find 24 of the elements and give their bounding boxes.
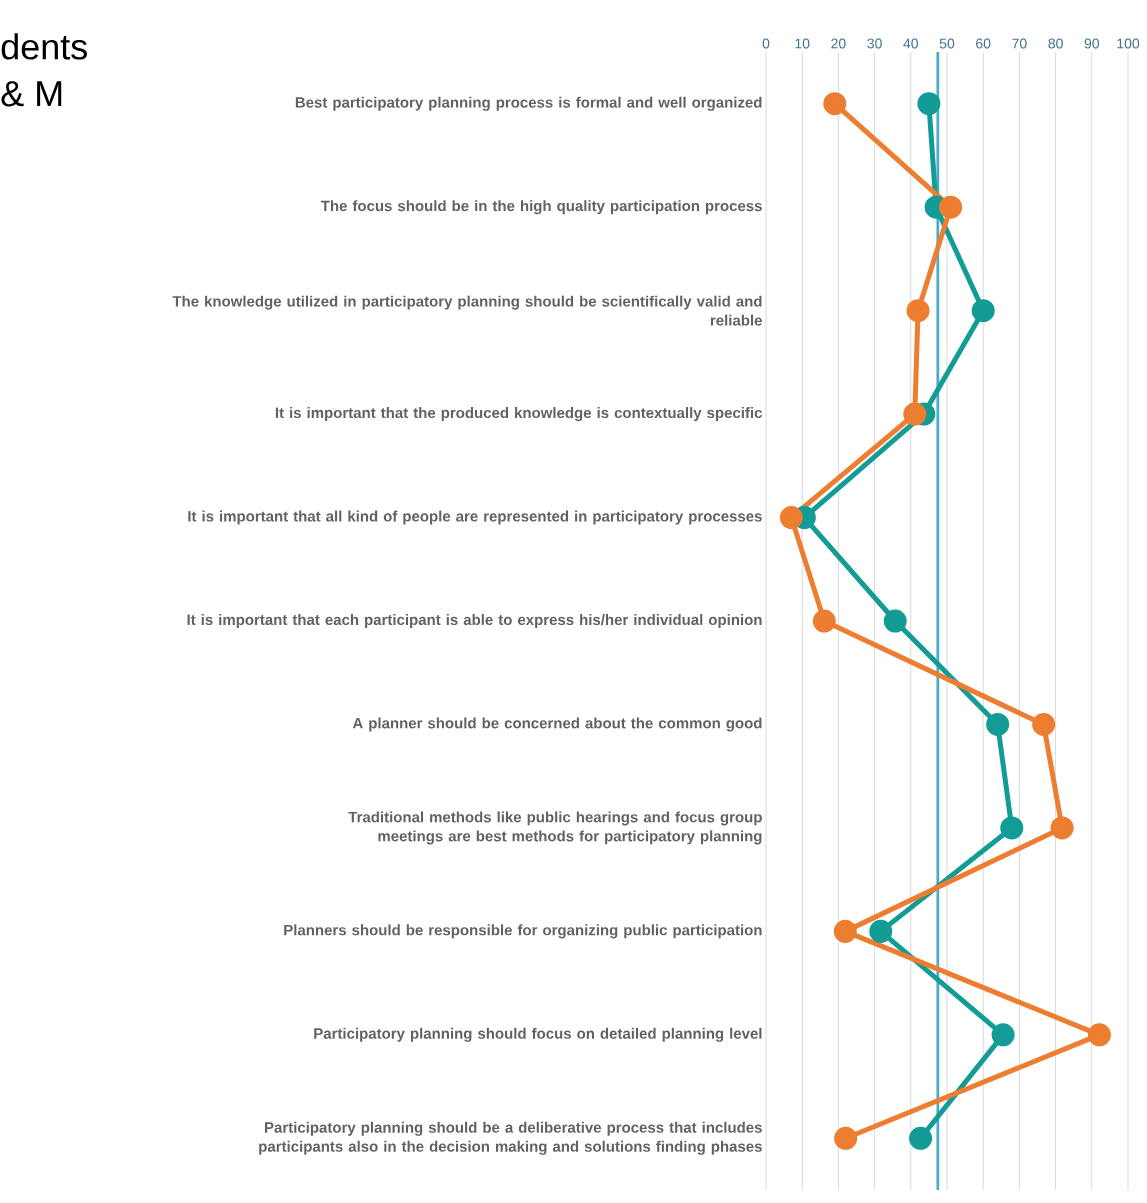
x-tick-label: 90 (1084, 38, 1100, 49)
y-tick-label: Planners should be responsible for organizing public participation (284, 924, 762, 939)
text: & M (1, 81, 62, 107)
x-tick-label: 20 (831, 38, 846, 49)
x-tick-label: 50 (939, 38, 955, 49)
y-tick-label: It is important that all kind of people are represented in participatory processes (188, 510, 762, 525)
y-tick-label: The knowledge utilized in participatory planning should be scientifically valid and reliable (172, 295, 762, 326)
y-tick-label: It is important that the produced knowledge is contextually specific (275, 407, 763, 422)
x-tick-label: 30 (867, 38, 882, 49)
y-tick-label: Participatory planning should focus on detailed planning level (314, 1027, 762, 1042)
x-tick-label: 70 (1012, 38, 1027, 49)
x-tick-label: 80 (1048, 38, 1063, 49)
x-tick-label: 40 (903, 38, 919, 49)
x-tick-label: 10 (795, 38, 810, 49)
y-tick-label: Participatory planning should be a deliberative process that includes participants also in the decision making and solutions finding phases (259, 1121, 762, 1155)
text: dents (1, 33, 87, 60)
y-tick-label: A planner should be concerned about the common good (352, 717, 762, 732)
x-tick-label: 60 (976, 38, 991, 49)
x-tick-label: 0 (762, 38, 770, 49)
x-tick-label: 100 (1117, 38, 1140, 49)
y-tick-label: The focus should be in the high quality participation process (320, 200, 762, 215)
y-tick-label: It is important that each participant is able to express his/her individual opinion (187, 614, 762, 628)
y-tick-label: Best participatory planning process is formal and well organized (295, 96, 762, 111)
y-tick-label: Traditional methods like public hearings and focus group meetings are best methods for participatory planning (348, 811, 762, 845)
